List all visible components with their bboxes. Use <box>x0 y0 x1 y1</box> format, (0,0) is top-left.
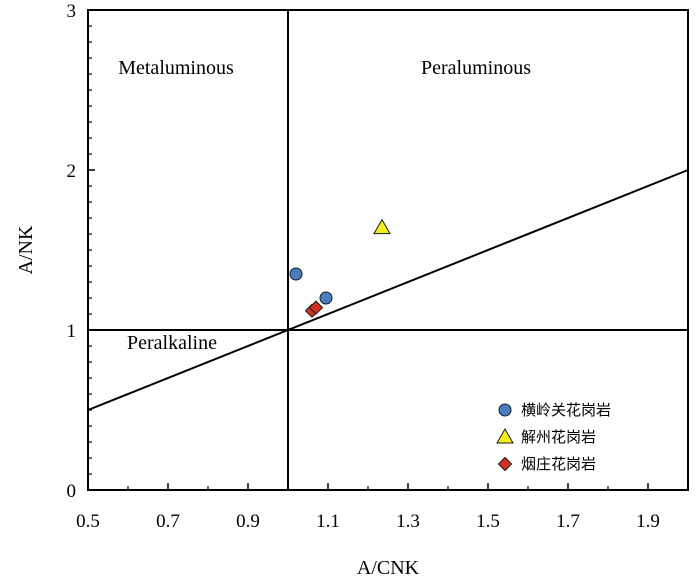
data-point-series-1 <box>319 291 333 305</box>
x-tick-label: 1.5 <box>476 511 500 532</box>
legend-marker-1 <box>498 403 512 417</box>
x-axis-label: A/CNK <box>357 557 420 579</box>
legend-label: 横岭关花岗岩 <box>521 401 611 419</box>
x-tick-label: 1.1 <box>316 511 340 532</box>
data-point-series-2 <box>373 218 391 235</box>
legend-marker-3 <box>497 456 513 472</box>
x-tick-labels: 0.5 0.7 0.9 1.1 1.3 1.5 1.7 1.9 <box>76 511 660 532</box>
x-tick-label: 0.9 <box>236 511 260 532</box>
y-tick-label: 1 <box>67 321 77 342</box>
region-label-metaluminous: Metaluminous <box>118 57 234 79</box>
legend-label: 解州花岗岩 <box>521 428 596 446</box>
region-labels: Metaluminous Peraluminous Peralkaline <box>118 57 531 354</box>
data-point-series-3 <box>308 300 324 315</box>
y-tick-label: 2 <box>67 161 77 182</box>
x-tick-label: 1.9 <box>636 511 660 532</box>
axis-ticks <box>87 9 689 491</box>
legend-marker-2 <box>496 427 514 444</box>
x-tick-label: 0.5 <box>76 511 100 532</box>
region-label-peralkaline: Peralkaline <box>127 332 217 354</box>
data-points <box>289 218 391 319</box>
reference-lines <box>87 10 689 490</box>
x-tick-label: 0.7 <box>156 511 180 532</box>
legend-label: 烟庄花岗岩 <box>521 455 596 473</box>
region-label-peraluminous: Peraluminous <box>421 57 531 79</box>
y-tick-labels: 0 1 2 3 <box>67 1 77 502</box>
y-axis-label: A/NK <box>15 225 37 274</box>
x-tick-label: 1.7 <box>556 511 580 532</box>
diagonal-reference-line <box>87 169 689 411</box>
x-tick-label: 1.3 <box>396 511 420 532</box>
data-point-series-1 <box>289 267 303 281</box>
y-tick-label: 0 <box>67 481 77 502</box>
y-tick-label: 3 <box>67 1 77 22</box>
